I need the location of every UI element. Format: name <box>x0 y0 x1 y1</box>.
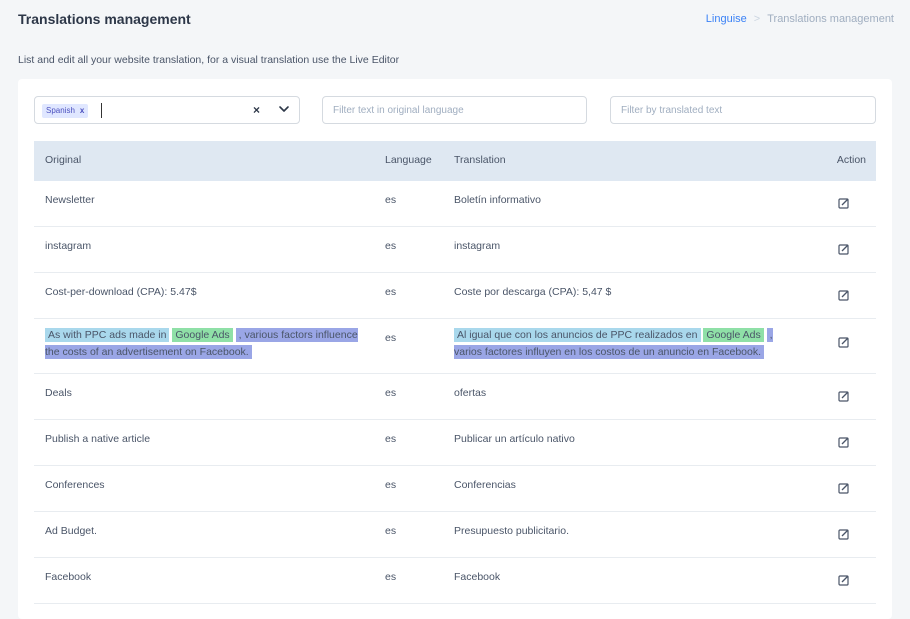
translation-text: Boletín informativo <box>454 194 541 206</box>
page-header: Translations management Linguise > Trans… <box>0 0 910 40</box>
clear-selection-icon[interactable]: × <box>253 103 261 117</box>
language-tag: Spanish x <box>42 104 89 118</box>
original-text: Newsletter <box>45 194 95 206</box>
page-title: Translations management <box>18 11 191 27</box>
table-row[interactable]: Ad Budget. es Presupuesto publicitario. <box>34 512 876 558</box>
edit-icon[interactable] <box>838 336 850 348</box>
text-cursor <box>101 103 102 118</box>
language-code: es <box>385 286 397 298</box>
edit-icon[interactable] <box>838 390 850 402</box>
edit-icon[interactable] <box>838 482 850 494</box>
original-text: Conferences <box>45 479 105 491</box>
highlight-segment: Al igual que con los anuncios de PPC rea… <box>454 328 701 342</box>
highlight-segment: Google Ads <box>703 328 764 342</box>
translation-text: instagram <box>454 240 501 252</box>
translation-text: Publicar un artículo nativo <box>454 433 575 445</box>
highlight-segment: As with PPC ads made in <box>45 328 170 342</box>
edit-icon[interactable] <box>838 436 850 448</box>
language-code: es <box>385 525 397 537</box>
translation-text: Coste por descarga (CPA): 5,47 $ <box>454 286 612 298</box>
language-code: es <box>385 194 397 206</box>
original-text: Cost-per-download (CPA): 5.47$ <box>45 286 197 298</box>
translations-table: Original Language Translation Action New… <box>34 141 876 604</box>
tag-remove-icon[interactable]: x <box>79 106 85 115</box>
column-header-translation[interactable]: Translation <box>454 154 506 166</box>
breadcrumb-separator: > <box>753 13 761 25</box>
table-row[interactable]: instagram es instagram <box>34 227 876 273</box>
edit-icon[interactable] <box>838 574 850 586</box>
breadcrumb-current: Translations management <box>767 13 894 25</box>
filter-original-input[interactable] <box>322 96 587 124</box>
table-header: Original Language Translation Action <box>34 141 876 181</box>
original-text: Facebook <box>45 571 92 583</box>
language-code: es <box>385 240 397 252</box>
translation-text: Conferencias <box>454 479 516 491</box>
language-code: es <box>385 387 397 399</box>
language-select[interactable]: Spanish x × <box>34 96 300 124</box>
language-code: es <box>385 571 397 583</box>
original-text: Ad Budget. <box>45 525 97 537</box>
translation-text: Presupuesto publicitario. <box>454 525 569 537</box>
column-header-original[interactable]: Original <box>45 154 82 166</box>
table-row[interactable]: Publish a native article es Publicar un … <box>34 420 876 466</box>
table-row[interactable]: Deals es ofertas <box>34 374 876 420</box>
original-text: Publish a native article <box>45 433 151 445</box>
language-code: es <box>385 479 397 491</box>
original-text: Deals <box>45 387 72 399</box>
filter-bar: Spanish x × <box>18 79 892 139</box>
edit-icon[interactable] <box>838 289 850 301</box>
original-text: As with PPC ads made in Google Ads , var… <box>45 327 365 361</box>
language-code: es <box>385 332 397 344</box>
chevron-down-icon[interactable] <box>277 102 291 116</box>
translations-card: Spanish x × Original Language Translatio… <box>18 79 892 619</box>
breadcrumb: Linguise > Translations management <box>706 13 894 25</box>
table-row[interactable]: Cost-per-download (CPA): 5.47$ es Coste … <box>34 273 876 319</box>
page-description: List and edit all your website translati… <box>18 54 400 66</box>
table-row[interactable]: Newsletter es Boletín informativo <box>34 181 876 227</box>
column-header-action: Action <box>836 154 866 166</box>
highlight-segment: Google Ads <box>172 328 233 342</box>
edit-icon[interactable] <box>838 243 850 255</box>
edit-icon[interactable] <box>838 528 850 540</box>
table-row[interactable]: Conferences es Conferencias <box>34 466 876 512</box>
translation-text: Al igual que con los anuncios de PPC rea… <box>454 327 799 361</box>
translation-text: Facebook <box>454 571 501 583</box>
table-row[interactable]: As with PPC ads made in Google Ads , var… <box>34 319 876 374</box>
column-header-language[interactable]: Language <box>385 154 432 166</box>
filter-translated-input[interactable] <box>610 96 876 124</box>
original-text: instagram <box>45 240 92 252</box>
translation-text: ofertas <box>454 387 487 399</box>
language-code: es <box>385 433 397 445</box>
edit-icon[interactable] <box>838 197 850 209</box>
breadcrumb-link-linguise[interactable]: Linguise <box>705 13 747 25</box>
language-tag-label: Spanish <box>46 106 75 115</box>
table-row[interactable]: Facebook es Facebook <box>34 558 876 604</box>
